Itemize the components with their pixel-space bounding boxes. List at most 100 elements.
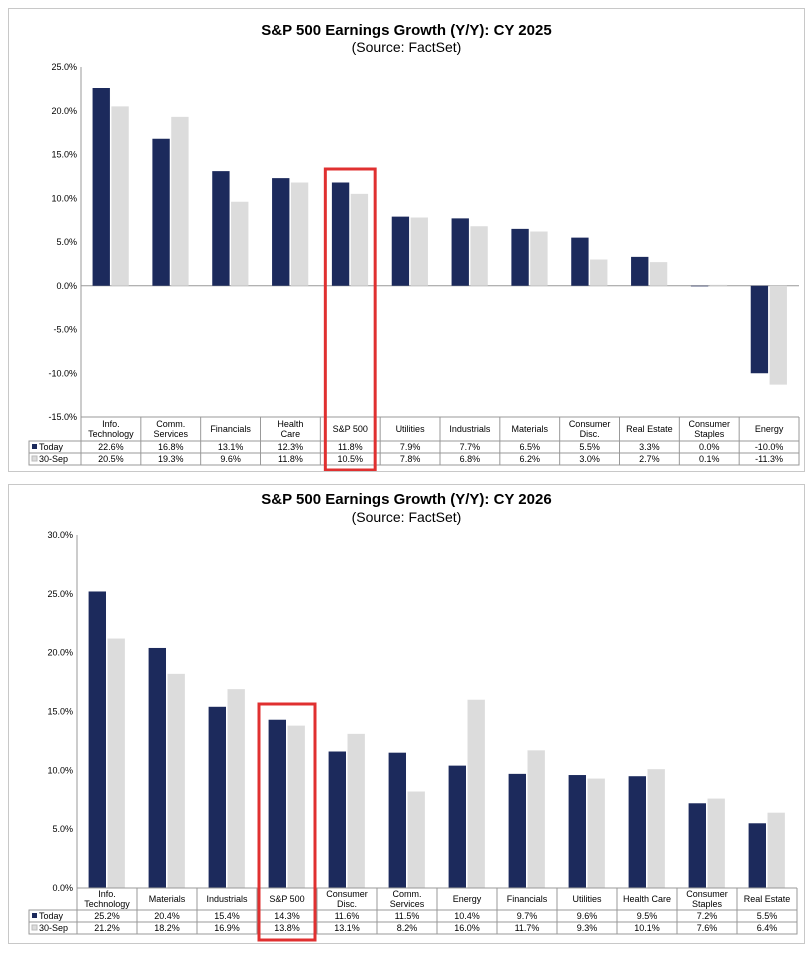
y-tick-label: 15.0% [47, 707, 73, 717]
data-label: 9.6% [220, 454, 241, 464]
category-label: S&P 500 [269, 894, 304, 904]
bar-30-sep [407, 791, 425, 888]
bar-30-sep [707, 798, 725, 888]
y-tick-label: 20.0% [51, 106, 77, 116]
bar-today [631, 256, 649, 286]
category-label: Consumer [688, 419, 730, 429]
data-label: 16.9% [214, 923, 240, 933]
category-label: Consumer [686, 889, 728, 899]
bar-today [508, 773, 526, 888]
data-label: 11.6% [335, 911, 360, 921]
data-label: 19.3% [158, 454, 184, 464]
category-label: Consumer [569, 419, 611, 429]
legend-swatch-30-sep [31, 455, 38, 462]
y-tick-label: 30.0% [47, 530, 73, 540]
category-label: Comm. [393, 889, 422, 899]
chart-title: S&P 500 Earnings Growth (Y/Y): CY 2026 [261, 491, 552, 508]
bar-today [750, 285, 769, 374]
bar-30-sep [587, 778, 605, 888]
bar-30-sep [287, 725, 305, 888]
bar-today [88, 591, 106, 888]
chart-cy2026: 30.0% 25.0% 20.0% 15.0% 10.0% 5.0% 0.0% Info.Te… [28, 530, 798, 942]
data-label: 6.2% [519, 454, 540, 464]
data-label: 20.5% [98, 454, 124, 464]
category-label: Energy [453, 894, 482, 904]
bar-today [391, 216, 410, 286]
data-label: 18.2% [154, 923, 180, 933]
bar-today [628, 776, 646, 888]
bar-30-sep [231, 201, 249, 286]
chart-cy2025: 25.0% 20.0% 15.0% 10.0% 5.0% 0.0% -5.0% -10.0% -… [28, 62, 800, 471]
category-label: Comm. [156, 419, 185, 429]
category-label: Disc. [580, 429, 600, 439]
data-label: -10.0% [755, 442, 784, 452]
y-tick-label: 25.0% [51, 62, 77, 72]
bar-30-sep [171, 116, 189, 286]
bar-today [748, 823, 766, 888]
category-label: Real Estate [626, 424, 673, 434]
sp500-highlight-box [257, 702, 317, 942]
sp500-highlight-box [323, 167, 377, 471]
chart-title: S&P 500 Earnings Growth (Y/Y): CY 2025 [261, 22, 552, 39]
category-label: Financials [507, 894, 548, 904]
y-tick-label: 5.0% [52, 824, 73, 834]
bar-today [152, 138, 170, 286]
bar-today [688, 803, 706, 888]
data-label: 0.1% [699, 454, 720, 464]
bar-30-sep [350, 193, 369, 286]
bar-30-sep [769, 285, 787, 385]
category-label: Services [153, 429, 188, 439]
y-tick-label: 0.0% [52, 883, 73, 893]
bar-30-sep [709, 284, 728, 286]
data-label: 8.2% [397, 923, 418, 933]
bar-30-sep [167, 673, 185, 888]
category-label: Technology [88, 429, 134, 439]
bar-30-sep [647, 769, 665, 888]
legend-swatch-today [32, 444, 37, 449]
legend-label: 30-Sep [39, 923, 68, 933]
category-label: Real Estate [744, 894, 791, 904]
data-label: 9.5% [637, 911, 658, 921]
category-label: Energy [755, 424, 784, 434]
bar-today [690, 285, 709, 287]
data-label: 14.3% [274, 911, 300, 921]
data-label: 13.8% [274, 923, 300, 933]
bar-30-sep [530, 231, 548, 286]
bar-30-sep [227, 689, 245, 888]
category-label: Info. [98, 889, 116, 899]
category-label: Materials [511, 424, 548, 434]
data-label: 6.4% [757, 923, 778, 933]
bar-today [208, 706, 226, 888]
category-label: Info. [102, 419, 120, 429]
category-label: Staples [694, 429, 725, 439]
data-label: 10.4% [454, 911, 480, 921]
category-label: Health Care [623, 894, 671, 904]
category-label: Health [277, 419, 303, 429]
category-label: Industrials [449, 424, 491, 434]
bar-30-sep [107, 638, 125, 888]
bar-today [448, 765, 466, 888]
data-label: -11.3% [755, 454, 783, 464]
data-label: 10.5% [337, 454, 363, 464]
data-label: 0.0% [699, 442, 720, 452]
data-label: 13.1% [218, 442, 244, 452]
bar-30-sep [767, 812, 785, 888]
category-label: Utilities [396, 424, 426, 434]
data-label: 3.0% [579, 454, 600, 464]
data-label: 5.5% [579, 442, 600, 452]
category-label: Staples [692, 899, 723, 909]
legend-label: Today [39, 442, 64, 452]
y-tick-label: -15.0% [48, 412, 77, 422]
data-label: 7.9% [400, 442, 421, 452]
data-label: 16.8% [158, 442, 184, 452]
category-label: Financials [210, 424, 251, 434]
category-label: Disc. [337, 899, 357, 909]
bar-today [568, 775, 586, 888]
data-label: 7.6% [697, 923, 718, 933]
legend-swatch-today [32, 913, 37, 918]
category-label: Materials [149, 894, 186, 904]
bar-30-sep [410, 217, 428, 286]
legend-label: 30-Sep [39, 454, 68, 464]
category-label: S&P 500 [333, 424, 368, 434]
bar-30-sep [111, 106, 129, 286]
